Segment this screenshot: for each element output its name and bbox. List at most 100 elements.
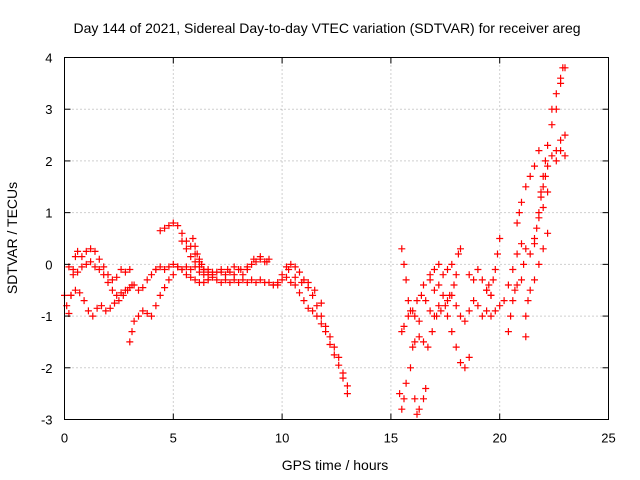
data-point [291, 281, 299, 289]
data-point [439, 291, 447, 299]
data-point [398, 245, 406, 253]
data-point [74, 268, 82, 276]
data-point [500, 297, 508, 305]
data-point [204, 266, 212, 273]
data-point [548, 152, 556, 160]
data-point [548, 105, 556, 113]
data-point [93, 304, 101, 312]
data-point [487, 291, 495, 299]
data-point [522, 183, 530, 191]
data-point [435, 281, 443, 289]
data-point [100, 271, 108, 279]
data-point [439, 271, 447, 279]
data-point [420, 395, 427, 403]
data-point [187, 266, 195, 273]
data-point [407, 364, 414, 372]
data-point [108, 286, 116, 294]
data-point [474, 266, 482, 273]
data-point [287, 279, 295, 286]
data-point [411, 338, 419, 346]
data-point [296, 289, 303, 297]
data-point [457, 312, 464, 320]
data-point [470, 297, 478, 305]
data-point [552, 157, 560, 165]
data-point [422, 297, 430, 305]
data-point [200, 279, 208, 286]
data-point [335, 361, 343, 369]
data-point [339, 374, 347, 382]
data-point [178, 266, 186, 273]
data-point [182, 271, 190, 279]
data-point [535, 147, 543, 155]
data-point [222, 276, 229, 284]
data-point [104, 279, 112, 286]
data-point [209, 273, 216, 281]
data-point [193, 250, 201, 258]
data-point [169, 219, 177, 227]
x-tick-label: 5 [170, 431, 177, 446]
data-point [435, 302, 443, 310]
data-point [87, 245, 95, 253]
data-point [454, 250, 462, 258]
data-point [265, 279, 273, 286]
data-point [291, 263, 299, 271]
data-point [531, 162, 538, 170]
data-point [535, 260, 543, 268]
data-point [420, 338, 427, 346]
data-point [237, 266, 245, 273]
data-point [398, 328, 406, 336]
data-point [128, 281, 136, 289]
data-point [89, 312, 97, 320]
data-point [413, 297, 421, 305]
data-point [187, 273, 195, 281]
data-point [491, 307, 499, 315]
data-point [504, 281, 512, 289]
data-point [552, 90, 560, 98]
data-point [235, 279, 243, 286]
data-point [87, 258, 95, 266]
data-point [474, 302, 482, 310]
data-point [509, 297, 517, 305]
data-point [182, 245, 190, 253]
data-point [444, 297, 451, 305]
data-point [415, 317, 423, 325]
data-point [522, 333, 530, 341]
data-point [417, 291, 425, 299]
data-point [561, 131, 569, 139]
data-point [165, 222, 173, 230]
data-point [156, 227, 164, 235]
data-point [195, 268, 203, 276]
data-point [541, 157, 549, 165]
data-point [450, 281, 458, 289]
data-point [178, 237, 186, 245]
data-point [448, 328, 456, 336]
data-point [457, 359, 464, 367]
x-tick-label: 25 [601, 431, 615, 446]
data-point [478, 276, 486, 284]
data-point [444, 266, 451, 273]
data-point [400, 322, 408, 330]
data-point [76, 289, 84, 297]
data-point [465, 271, 473, 279]
data-point [269, 281, 277, 289]
data-point [300, 297, 308, 305]
data-point [128, 328, 136, 336]
data-point [441, 302, 449, 310]
data-point [535, 214, 543, 222]
data-point [533, 224, 541, 232]
y-tick-label: 4 [45, 51, 52, 66]
data-point [174, 222, 182, 230]
data-point [539, 204, 547, 211]
data-point [504, 328, 512, 336]
data-point [291, 273, 299, 281]
data-point [256, 276, 264, 284]
data-point [489, 276, 497, 284]
data-point [520, 260, 528, 268]
data-series-sdtvar [61, 64, 569, 418]
data-point [402, 379, 410, 387]
data-point [169, 271, 177, 279]
data-point [80, 297, 88, 305]
x-tick-label: 20 [492, 431, 506, 446]
data-point [165, 263, 173, 271]
data-point [100, 263, 108, 271]
